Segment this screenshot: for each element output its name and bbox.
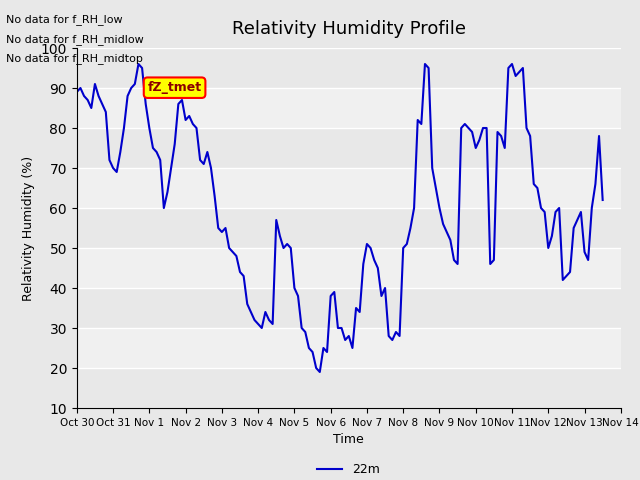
22m [207, 165, 215, 171]
22m [316, 369, 324, 375]
22m [138, 65, 146, 71]
22m [134, 61, 142, 67]
Bar [77, 128, 621, 168]
22m [73, 89, 81, 95]
Text: No data for f_RH_low: No data for f_RH_low [6, 14, 123, 25]
22m [599, 197, 607, 203]
Y-axis label: Relativity Humidity (%): Relativity Humidity (%) [22, 156, 35, 300]
Bar [77, 288, 621, 328]
X-axis label: Time: Time [333, 433, 364, 446]
Line: 22m: 22m [77, 64, 603, 372]
22m [345, 333, 353, 339]
Text: No data for f_RH_midtop: No data for f_RH_midtop [6, 53, 143, 64]
Bar [77, 168, 621, 208]
22m [225, 245, 233, 251]
Bar [77, 88, 621, 128]
Title: Relativity Humidity Profile: Relativity Humidity Profile [232, 20, 466, 38]
Bar [77, 208, 621, 248]
Text: No data for f_RH_midlow: No data for f_RH_midlow [6, 34, 144, 45]
22m [388, 337, 396, 343]
Bar [77, 48, 621, 88]
Legend: 22m: 22m [312, 458, 385, 480]
Bar [77, 248, 621, 288]
Bar [77, 368, 621, 408]
Bar [77, 328, 621, 368]
Text: fZ_tmet: fZ_tmet [147, 81, 202, 94]
22m [204, 149, 211, 155]
